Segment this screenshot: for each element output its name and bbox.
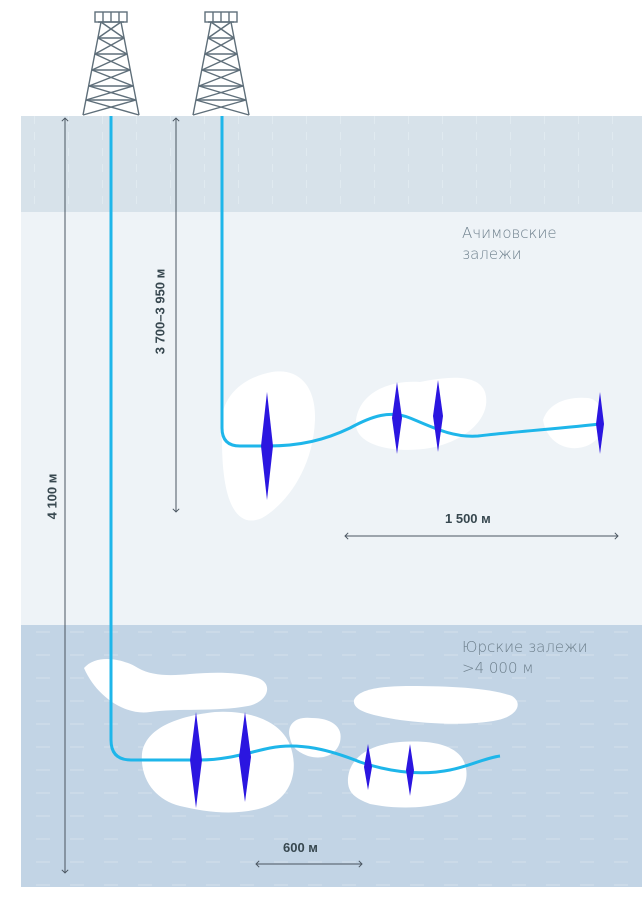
achimov-layer-label: Ачимовские залежи (462, 223, 557, 265)
achimov-label-line2: залежи (462, 245, 522, 263)
achimov-layer (21, 212, 642, 625)
achimov-depth-label: 3 700–3 950 м (152, 268, 168, 355)
achimov-reservoir-2 (355, 377, 487, 450)
achimov-label-line1: Ачимовские (462, 224, 557, 242)
jurassic-label-line2: >4 000 м (462, 659, 534, 677)
drilling-rig-icon (192, 11, 250, 116)
jurassic-reservoir-1 (84, 658, 268, 713)
achimov-reservoir-3 (543, 397, 603, 449)
jurassic-layer-label: Юрские залежи >4 000 м (462, 637, 588, 679)
total-depth-label: 4 100 м (44, 473, 60, 520)
jurassic-label-line1: Юрские залежи (462, 638, 588, 656)
jurassic-horizontal-label: 600 м (283, 840, 318, 855)
fracture-markers (190, 380, 604, 808)
achimov-horizontal-label: 1 500 м (445, 511, 491, 526)
jurassic-reservoir-2 (141, 711, 294, 813)
jurassic-reservoir-4 (353, 686, 518, 724)
drilling-rig-icon (82, 11, 140, 116)
achimov-well (220, 116, 601, 448)
jurassic-well (109, 116, 501, 775)
